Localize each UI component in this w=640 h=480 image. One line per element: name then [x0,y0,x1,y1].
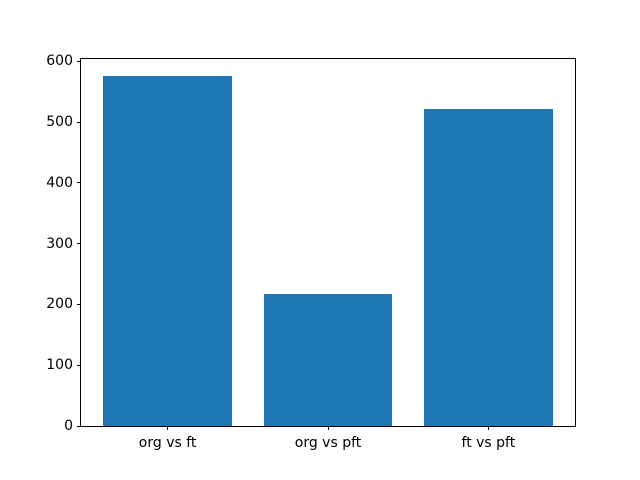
plot-area: org vs ft org vs pft ft vs pft 0 100 200 300 40… [46,53,576,451]
y-tick-label: 500 [46,114,73,131]
y-tick-label: 600 [46,53,73,70]
y-tick-label: 100 [46,357,73,374]
y-tick-label: 300 [46,235,73,252]
x-tick-label: org vs pft [294,435,362,451]
x-tick-mark [327,426,329,430]
x-tick-label: ft vs pft [461,435,516,451]
y-tick-label: 0 [64,418,73,434]
x-tick-label: org vs ft [138,435,197,451]
bar-org-vs-ft [103,76,232,426]
y-tick-mark [77,60,81,62]
y-tick-mark [77,121,81,123]
y-tick-mark [77,303,81,305]
y-tick-label: 200 [46,296,73,313]
y-tick-mark [77,425,81,427]
y-tick-mark [77,182,81,184]
y-tick-mark [77,243,81,245]
bar-org-vs-pft [263,293,393,426]
y-tick-label: 400 [46,174,73,191]
y-tick-mark [77,364,81,366]
x-tick-mark [487,426,489,430]
x-tick-mark [167,426,169,430]
bar-ft-vs-pft [424,109,553,426]
